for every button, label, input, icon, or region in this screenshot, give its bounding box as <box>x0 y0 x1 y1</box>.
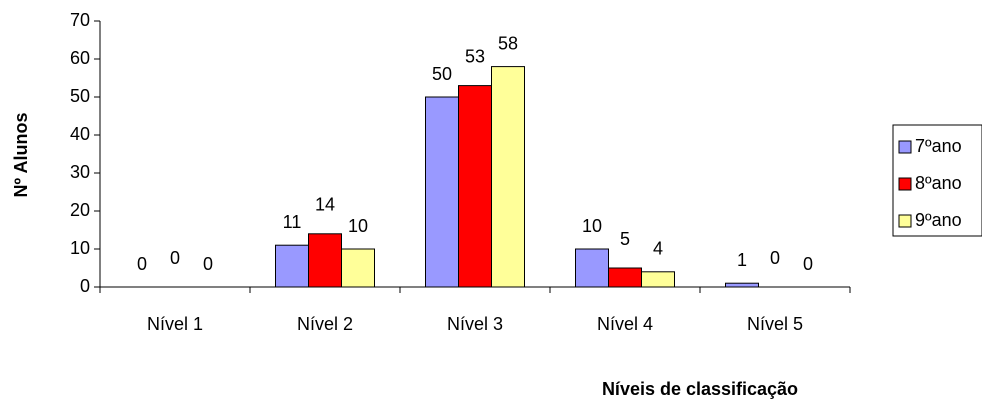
bar <box>425 96 459 288</box>
x-axis-label: Níveis de classificação <box>602 379 798 399</box>
bar <box>308 233 342 288</box>
bar <box>725 282 759 288</box>
x-tick-label: Nível 4 <box>597 314 653 334</box>
x-tick-label: Nível 2 <box>297 314 353 334</box>
y-tick-label: 60 <box>70 48 90 68</box>
legend-swatch <box>898 140 912 154</box>
legend-label: 9ºano <box>915 210 962 230</box>
y-axis-label: Nº Alunos <box>11 113 31 198</box>
data-label: 14 <box>315 195 335 215</box>
legend-label: 7ºano <box>915 136 962 156</box>
bar <box>575 248 609 288</box>
legend-swatch <box>898 214 912 228</box>
data-label: 58 <box>498 33 518 53</box>
x-tick-label: Nível 3 <box>447 314 503 334</box>
y-tick-label: 30 <box>70 162 90 182</box>
data-label: 0 <box>137 254 147 274</box>
bar <box>608 267 642 288</box>
x-tick-label: Nível 1 <box>147 314 203 334</box>
data-label: 11 <box>283 212 302 232</box>
data-label: 50 <box>432 64 452 84</box>
data-label: 5 <box>620 229 630 249</box>
bar <box>458 85 492 288</box>
bar <box>491 66 525 288</box>
y-tick-label: 40 <box>70 124 90 144</box>
y-tick-label: 70 <box>70 10 90 30</box>
data-label: 10 <box>582 216 602 236</box>
legend-label: 8ºano <box>915 173 962 193</box>
y-tick-label: 50 <box>70 86 90 106</box>
data-label: 0 <box>203 254 213 274</box>
x-tick-label: Nível 5 <box>747 314 803 334</box>
y-tick-label: 0 <box>80 276 90 296</box>
y-tick-label: 20 <box>70 200 90 220</box>
bar <box>341 248 375 288</box>
legend-swatch <box>898 177 912 191</box>
data-label: 4 <box>653 239 663 259</box>
data-label: 1 <box>737 250 747 270</box>
bar <box>275 244 309 288</box>
data-label: 10 <box>348 216 368 236</box>
y-tick-label: 10 <box>70 238 90 258</box>
data-label: 0 <box>770 248 780 268</box>
bar <box>641 271 675 288</box>
data-label: 0 <box>170 248 180 268</box>
data-label: 53 <box>465 46 485 66</box>
data-label: 0 <box>803 254 813 274</box>
